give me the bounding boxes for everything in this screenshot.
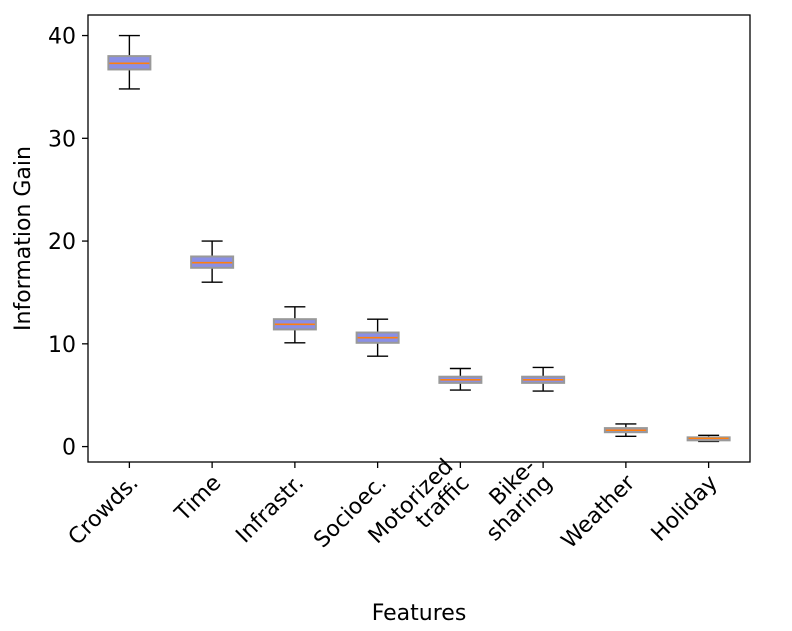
box-8 (686, 434, 731, 443)
x-tick-label: Crowds. (64, 471, 144, 551)
y-tick-label: 0 (62, 436, 76, 461)
x-tick-label: Time (170, 471, 226, 527)
box-2 (190, 240, 235, 283)
y-tick-label: 20 (48, 230, 76, 255)
x-tick-label: Bike-sharing (465, 454, 557, 546)
box-7 (603, 423, 648, 438)
x-tick-label: Weather (557, 470, 641, 554)
x-tick-label-line: Crowds. (64, 471, 144, 551)
plot-frame (87, 14, 751, 463)
y-tick-label: 10 (48, 333, 76, 358)
box-3 (272, 306, 317, 344)
box-1 (107, 34, 152, 90)
y-tick-label: 40 (48, 25, 76, 50)
x-axis: Crowds. Time Infrastr. Socioec.Motorizedtra… (64, 454, 723, 565)
plot-marks (107, 34, 731, 443)
x-axis-label: Features (372, 601, 467, 626)
x-tick-label: Motorizedtraffic (364, 454, 475, 565)
box-4 (355, 318, 400, 357)
y-tick-label: 30 (48, 127, 76, 152)
box-5 (438, 367, 483, 391)
box-6 (521, 366, 566, 392)
x-tick-label: Infrastr. (231, 471, 309, 549)
y-axis-label: Information Gain (11, 146, 36, 331)
x-tick-label-line: Weather (557, 470, 641, 554)
x-tick-label-line: Time (170, 471, 226, 527)
x-tick-label: Holiday (647, 471, 723, 547)
x-tick-label-line: Infrastr. (231, 471, 309, 549)
x-tick-label-line: Holiday (647, 471, 723, 547)
y-axis: 0 10 20 30 40 (48, 25, 88, 461)
